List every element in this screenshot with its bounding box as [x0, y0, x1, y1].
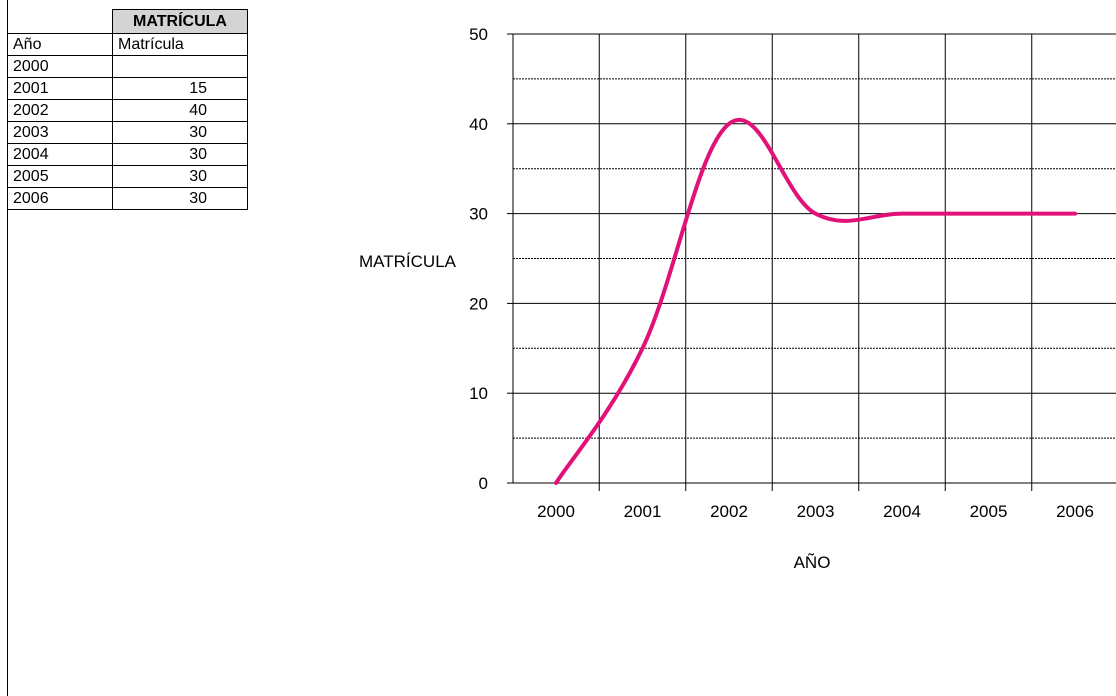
table-cell-enrollment: 30: [112, 165, 248, 188]
table-cell-year: 2006: [7, 187, 113, 210]
y-axis-title: MATRÍCULA: [359, 252, 457, 271]
table-cell-enrollment: 15: [112, 77, 248, 100]
y-tick-label: 10: [469, 384, 488, 403]
x-tick-label: 2004: [883, 502, 921, 521]
table-cell-year: 2003: [7, 121, 113, 144]
table-row: 2005 30: [7, 165, 248, 188]
x-axis-title: AÑO: [794, 553, 831, 572]
table-row: 2001 15: [7, 77, 248, 100]
x-tick-label: 2001: [624, 502, 662, 521]
chart-grid: [513, 33, 1116, 491]
table-row: 2004 30: [7, 143, 248, 166]
chart-labels: 0 10 20 30 40 50 2000 2001 2002 2003 2004 2005 2006 A…: [359, 25, 1094, 572]
table-cell-enrollment: 30: [112, 187, 248, 210]
y-tick-label: 30: [469, 205, 488, 224]
table-title: MATRÍCULA: [112, 9, 248, 34]
y-tick-label: 0: [479, 474, 488, 493]
data-table: MATRÍCULA Año Matrícula 2000 2001 15 2002 40…: [7, 9, 248, 210]
y-tick-label: 50: [469, 25, 488, 44]
table-row: 2002 40: [7, 99, 248, 122]
y-tick-label: 40: [469, 115, 488, 134]
chart-series: [554, 118, 1077, 485]
x-tick-label: 2005: [970, 502, 1008, 521]
table-row: 2003 30: [7, 121, 248, 144]
x-tick-label: 2002: [710, 502, 748, 521]
chart-axes: [507, 33, 1116, 484]
table-cell-year: 2001: [7, 77, 113, 100]
x-tick-label: 2003: [797, 502, 835, 521]
table-corner-cell: [7, 9, 113, 34]
table-cell-enrollment: 30: [112, 121, 248, 144]
table-row: 2006 30: [7, 187, 248, 210]
x-tick-label: 2000: [537, 502, 575, 521]
left-border: [7, 0, 8, 696]
y-tick-label: 20: [469, 294, 488, 313]
x-tick-label: 2006: [1056, 502, 1094, 521]
series-line: [554, 118, 1077, 485]
